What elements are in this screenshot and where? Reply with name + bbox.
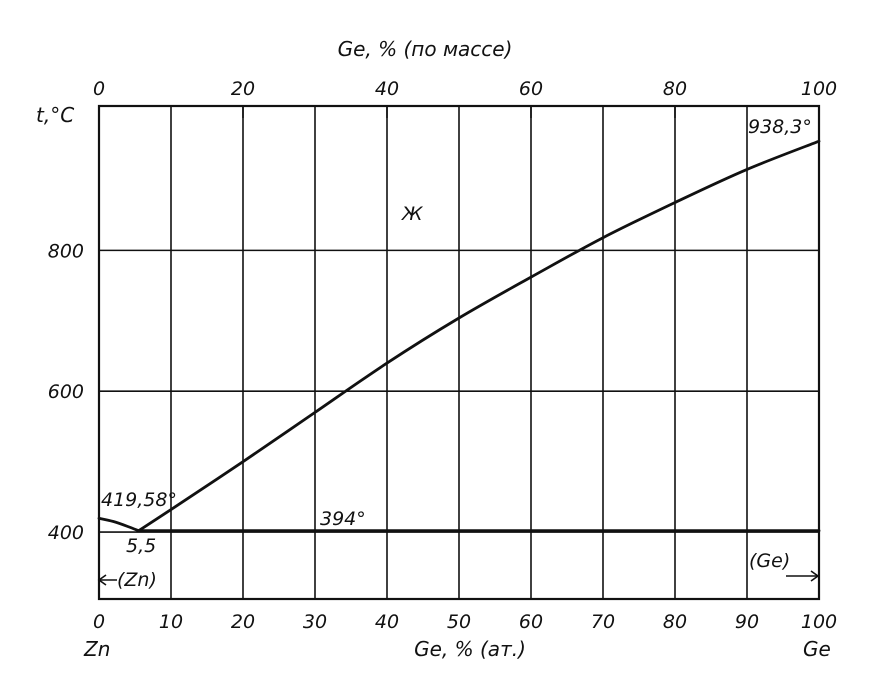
y-tick-label-600: 600 [48,381,84,403]
x-tick-label-30: 30 [303,611,327,633]
x-tick-label-100: 100 [801,611,837,633]
top-tick-label-60: 60 [519,78,543,100]
top-tick-label-100: 100 [801,78,837,100]
ge-solid-solution-label: (Ge) [749,550,790,572]
top-tick-label-20: 20 [231,78,255,100]
liquid-region-label: Ж [401,203,424,225]
top-tick-label-0: 0 [93,78,105,100]
y-tick-label-800: 800 [48,240,84,262]
element-right-label: Ge [803,637,831,661]
x-tick-label-0: 0 [93,611,105,633]
grid [99,106,819,599]
bottom-axis-title: Ge, % (ат.) [414,637,526,661]
tick-labels: 0 10 20 30 40 50 60 70 80 90 100 0 20 40 60 80 100 400 600… [48,78,837,633]
y-tick-label-400: 400 [48,522,84,544]
eutectic-temperature-label: 394° [320,508,366,530]
x-tick-label-40: 40 [375,611,399,633]
plot-frame [97,104,821,601]
x-tick-label-80: 80 [663,611,687,633]
element-left-label: Zn [83,637,110,661]
ge-melting-point-label: 938,3° [748,116,812,138]
zn-solid-solution-label: (Zn) [117,569,157,591]
eutectic-composition-label: 5,5 [126,535,156,557]
zn-solid-arrow [97,574,117,586]
x-tick-label-20: 20 [231,611,255,633]
series-liquidus-ge [137,139,821,533]
top-tick-label-80: 80 [663,78,687,100]
x-tick-label-10: 10 [159,611,183,633]
top-tick-label-40: 40 [375,78,399,100]
zn-melting-point-label: 419,58° [101,489,177,511]
top-axis-title: Ge, % (по массе) [338,37,513,61]
series-liquidus-zn [97,516,140,533]
ge-solid-arrow [786,570,820,582]
curves [97,139,821,533]
x-tick-label-50: 50 [447,611,471,633]
y-axis-title: t,°C [36,103,74,127]
x-tick-label-70: 70 [591,611,615,633]
x-tick-label-60: 60 [519,611,543,633]
x-tick-label-90: 90 [735,611,759,633]
